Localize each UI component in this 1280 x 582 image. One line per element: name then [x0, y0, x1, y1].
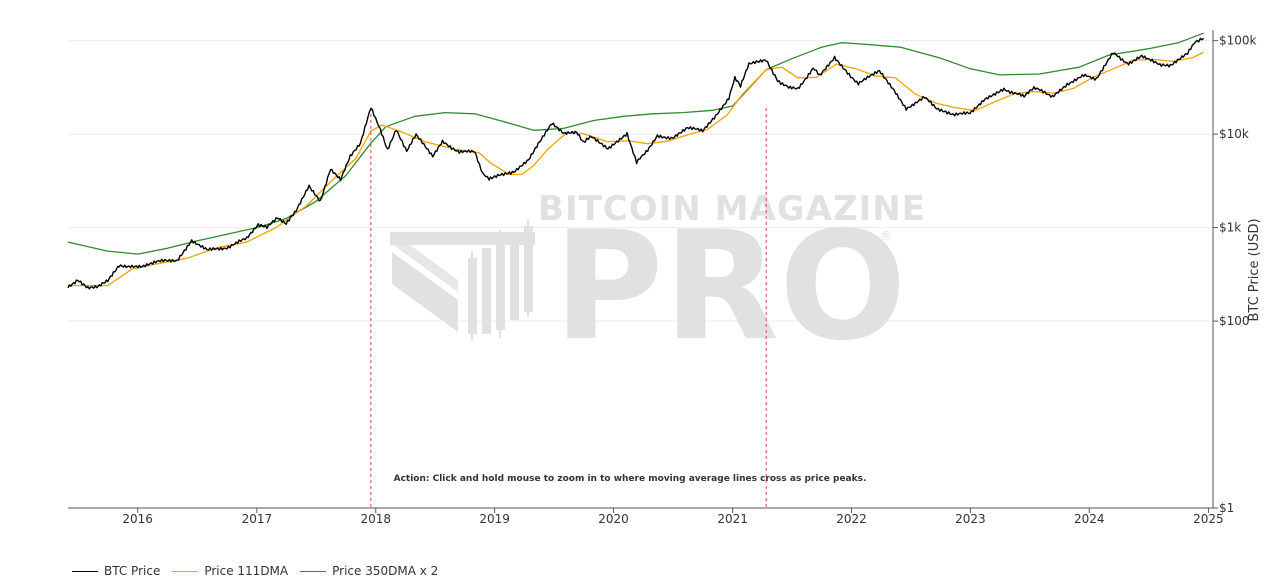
series-line-price-111dma[interactable] — [68, 51, 1204, 287]
y-axis-title: BTC Price (USD) — [1247, 218, 1262, 321]
watermark-registered-mark: ® — [880, 229, 892, 243]
legend-item[interactable]: Price 111DMA — [172, 564, 288, 578]
x-tick-label: 2021 — [717, 512, 748, 526]
x-tick-label: 2023 — [955, 512, 986, 526]
x-tick-label: 2024 — [1074, 512, 1105, 526]
y-tick-label: $100 — [1219, 314, 1250, 328]
x-tick-label: 2019 — [479, 512, 510, 526]
legend-item[interactable]: Price 350DMA x 2 — [300, 564, 438, 578]
legend-label: BTC Price — [104, 564, 161, 578]
legend-swatch-icon — [172, 570, 199, 572]
zoom-instruction-note: Action: Click and hold mouse to zoom in … — [394, 474, 867, 484]
watermark-top-text: BITCOIN MAGAZINE — [538, 189, 926, 229]
x-tick-label: 2017 — [242, 512, 273, 526]
x-tick-label: 2020 — [598, 512, 629, 526]
watermark-logo-icon — [390, 220, 535, 340]
y-tick-label: $10k — [1219, 127, 1249, 141]
chart-legend: BTC Price Price 111DMA Price 350DMA x 2 — [72, 562, 450, 580]
y-tick-label: $100k — [1219, 34, 1257, 48]
series-line-price-350dma-x-2[interactable] — [67, 32, 1204, 255]
legend-swatch-icon — [72, 570, 98, 572]
series-lines — [67, 32, 1205, 290]
axes: $100k $10k $1k $100 $1 2016 2017 2018 2019 2020 20… — [68, 30, 1257, 526]
x-tick-label: 2018 — [360, 512, 391, 526]
crossover-markers — [370, 108, 767, 508]
y-tick-label: $1 — [1219, 501, 1234, 515]
legend-swatch-icon — [300, 570, 327, 572]
x-tick-label: 2025 — [1193, 512, 1224, 526]
x-tick-label: 2022 — [836, 512, 867, 526]
legend-item[interactable]: BTC Price — [72, 564, 160, 578]
x-tick-label: 2016 — [122, 512, 153, 526]
watermark-pro-text: PRO — [554, 200, 907, 374]
legend-label: Price 350DMA x 2 — [332, 564, 439, 578]
y-tick-label: $1k — [1219, 221, 1241, 235]
bitcoin-magazine-pro-watermark: BITCOIN MAGAZINE PRO ® — [390, 189, 926, 374]
series-line-btc-price[interactable] — [67, 37, 1205, 290]
legend-label: Price 111DMA — [204, 564, 289, 578]
